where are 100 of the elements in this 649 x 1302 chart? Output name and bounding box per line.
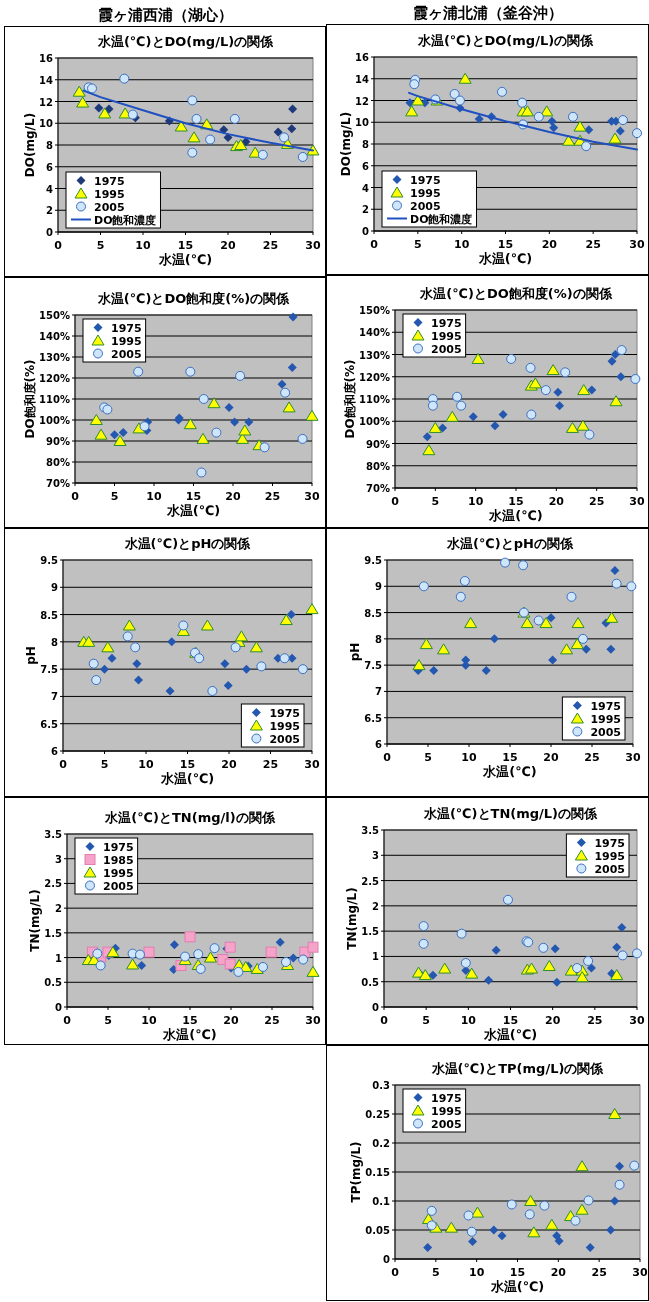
y-tick-label: 1 xyxy=(55,952,63,964)
text: 霞ヶ浦西浦（湖心） xyxy=(97,6,233,24)
x-axis-title: 水温(℃) xyxy=(477,251,533,266)
x-tick-label: 30 xyxy=(629,1014,645,1027)
x-tick-label: 0 xyxy=(391,1266,400,1279)
x-tick-label: 25 xyxy=(264,490,281,503)
x-tick-label: 15 xyxy=(508,495,524,508)
y-tick-label: 130% xyxy=(359,349,390,361)
x-tick-label: 25 xyxy=(264,1014,280,1027)
y-tick-label: 12 xyxy=(39,96,54,108)
y-tick-label: 0 xyxy=(383,1254,391,1265)
y-tick-label: 2 xyxy=(55,903,63,915)
legend-label: 1985 xyxy=(103,853,134,867)
x-tick-label: 5 xyxy=(431,495,440,508)
y-tick-label: 9 xyxy=(51,582,59,594)
x-tick-label: 10 xyxy=(469,1266,485,1279)
legend-label: 1995 xyxy=(594,849,625,863)
legend-label: 1975 xyxy=(269,706,300,720)
legend-label: 1975 xyxy=(111,321,142,335)
y-tick-label: 7 xyxy=(375,686,383,698)
y-axis-title: DO飽和度(%) xyxy=(23,359,38,439)
y-tick-label: 0 xyxy=(372,1002,380,1013)
y-tick-label: 150% xyxy=(39,310,70,321)
y-tick-label: 2 xyxy=(372,900,380,912)
x-tick-label: 10 xyxy=(461,751,477,764)
legend-label: 2005 xyxy=(431,1117,462,1131)
y-tick-label: 70% xyxy=(46,478,70,489)
y-tick-label: 0.15 xyxy=(365,1167,391,1178)
y-tick-label: 6 xyxy=(375,739,383,750)
x-tick-label: 15 xyxy=(185,490,202,503)
y-tick-label: 2 xyxy=(46,205,54,217)
x-tick-label: 15 xyxy=(502,1014,519,1027)
x-tick-label: 20 xyxy=(220,239,236,252)
y-tick-label: 7.5 xyxy=(364,660,383,672)
x-tick-label: 5 xyxy=(100,758,109,771)
x-tick-label: 10 xyxy=(460,1014,477,1027)
x-axis-title: 水温(℃) xyxy=(165,503,221,518)
x-tick-label: 20 xyxy=(550,1266,567,1279)
x-tick-label: 30 xyxy=(305,239,321,252)
x-tick-label: 30 xyxy=(629,495,645,508)
y-tick-label: 8 xyxy=(51,636,59,648)
legend-label: 1975 xyxy=(103,840,134,854)
legend-label: 1995 xyxy=(94,187,125,201)
x-tick-label: 20 xyxy=(541,238,558,251)
y-tick-label: 120% xyxy=(359,371,390,383)
y-tick-label: 140% xyxy=(39,331,70,342)
y-tick-label: 70% xyxy=(366,483,390,494)
x-tick-label: 20 xyxy=(223,1014,239,1027)
legend-label: 2005 xyxy=(111,347,142,361)
legend-label: 1995 xyxy=(590,712,621,726)
y-tick-label: 9.5 xyxy=(364,555,383,566)
x-tick-label: 25 xyxy=(584,751,600,764)
x-axis-title: 水温(℃) xyxy=(159,771,215,786)
y-tick-label: 6 xyxy=(51,746,59,757)
x-tick-label: 20 xyxy=(545,1014,561,1027)
y-tick-label: 0.5 xyxy=(44,977,63,989)
chart-title: 水温(℃)とTP(mg/L)の関係 xyxy=(430,1061,605,1076)
y-tick-label: 90% xyxy=(366,438,390,450)
x-tick-label: 10 xyxy=(135,239,151,252)
y-axis-title: DO飽和度(%) xyxy=(343,359,358,439)
chart-title: 水温(℃)とpHの関係 xyxy=(446,536,574,551)
y-tick-label: 8.5 xyxy=(40,609,59,621)
y-tick-label: 2.5 xyxy=(361,875,380,887)
y-tick-label: 2 xyxy=(362,204,370,216)
y-tick-label: 90% xyxy=(46,436,70,447)
legend-label: 1975 xyxy=(590,699,621,713)
chart-title: 水温(℃)とDO飽和度(%)の関係 xyxy=(419,286,613,301)
y-tick-label: 4 xyxy=(362,182,370,194)
y-tick-label: 150% xyxy=(359,305,390,316)
y-tick-label: 8.5 xyxy=(364,607,383,619)
legend-label: 1995 xyxy=(431,1104,462,1118)
x-tick-label: 30 xyxy=(632,1266,648,1279)
y-tick-label: 9.5 xyxy=(40,555,59,566)
y-tick-label: 80% xyxy=(366,460,390,472)
x-tick-label: 30 xyxy=(304,490,320,503)
legend-label: 1995 xyxy=(103,866,134,880)
x-tick-label: 5 xyxy=(422,1014,430,1027)
x-axis-title: 水温(℃) xyxy=(482,764,537,779)
y-tick-label: 10 xyxy=(355,117,370,129)
y-tick-label: 130% xyxy=(39,352,70,363)
y-tick-label: 10 xyxy=(39,118,54,130)
x-tick-label: 15 xyxy=(179,758,196,771)
y-tick-label: 3.5 xyxy=(44,829,63,840)
x-tick-label: 15 xyxy=(497,238,514,251)
chart-title: 水温(℃)とpHの関係 xyxy=(123,536,252,551)
y-tick-label: 0.1 xyxy=(372,1196,391,1207)
y-axis-title: TN(mg/L) xyxy=(28,889,43,952)
y-tick-label: 140% xyxy=(359,327,390,339)
y-axis-title: DO(mg/L) xyxy=(23,112,38,178)
y-tick-label: 0.5 xyxy=(361,976,380,988)
x-tick-label: 10 xyxy=(141,1014,157,1027)
x-tick-label: 5 xyxy=(414,238,422,251)
y-tick-label: 4 xyxy=(46,183,54,195)
legend-label: 1975 xyxy=(431,1091,462,1105)
y-tick-label: 7.5 xyxy=(40,664,59,676)
y-tick-label: 6 xyxy=(362,160,370,172)
y-tick-label: 6.5 xyxy=(364,712,383,724)
y-tick-label: 7 xyxy=(51,691,59,703)
legend-label: DO飽和濃度 xyxy=(410,212,473,226)
y-tick-label: 3.5 xyxy=(361,825,380,836)
